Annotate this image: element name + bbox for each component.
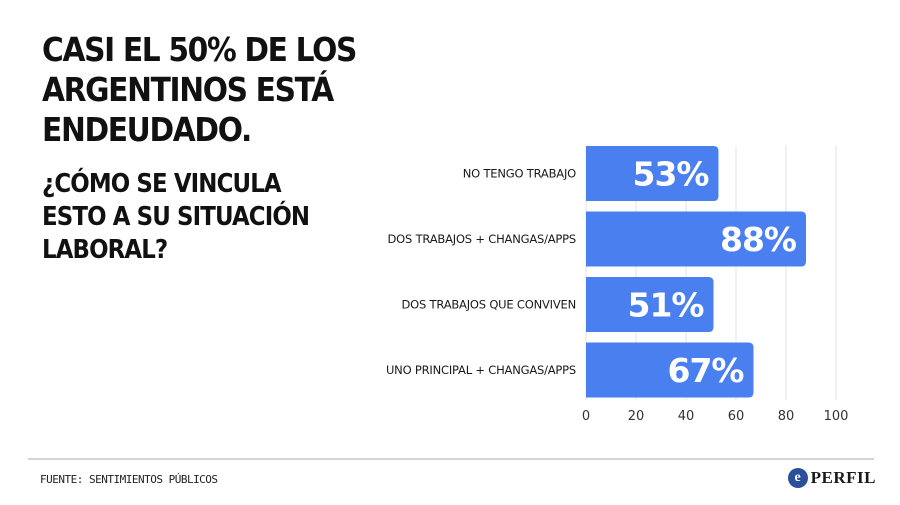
bar-value-label: 53% <box>633 155 710 194</box>
category-label: DOS TRABAJOS + CHANGAS/APPS <box>388 232 576 246</box>
category-label: NO TENGO TRABAJO <box>463 167 576 181</box>
chart-title: CASI EL 50% DE LOS ARGENTINOS ESTÁ ENDEU… <box>42 30 357 149</box>
bar <box>586 146 719 201</box>
x-tick-label: 80 <box>778 409 795 424</box>
footer-divider <box>28 458 874 460</box>
category-label: DOS TRABAJOS QUE CONVIVEN <box>401 298 576 312</box>
perfil-logo-icon: e <box>787 468 808 488</box>
x-tick-label: 20 <box>628 409 645 424</box>
bar <box>586 211 806 267</box>
x-tick-label: 40 <box>678 409 695 424</box>
x-tick-label: 60 <box>728 409 745 424</box>
bar-value-label: 67% <box>668 351 745 390</box>
bars: 53% 88% 51% 67% <box>586 146 806 398</box>
category-label: UNO PRINCIPAL + CHANGAS/APPS <box>386 363 576 377</box>
x-tick-label: 0 <box>582 409 590 424</box>
x-tick-label: 100 <box>824 409 849 424</box>
bar-chart: 53% 88% 51% 67% NO TENGO TRABAJO DOS TRABAJO… <box>386 146 849 424</box>
perfil-logo-text: PERFIL <box>810 468 876 487</box>
source-note: FUENTE: SENTIMIENTOS PÚBLICOS <box>40 473 218 486</box>
category-labels: NO TENGO TRABAJO DOS TRABAJOS + CHANGAS/A… <box>386 167 576 378</box>
bar-value-label: 88% <box>720 220 797 259</box>
bar <box>586 277 714 332</box>
perfil-logo: e PERFIL <box>787 466 876 490</box>
chart-subtitle: ¿CÓMO SE VINCULA ESTO A SU SITUACIÓN LAB… <box>42 169 310 265</box>
bar <box>586 342 754 398</box>
x-axis-ticks: 0 20 40 60 80 100 <box>582 409 849 424</box>
bar-value-label: 51% <box>628 286 705 325</box>
